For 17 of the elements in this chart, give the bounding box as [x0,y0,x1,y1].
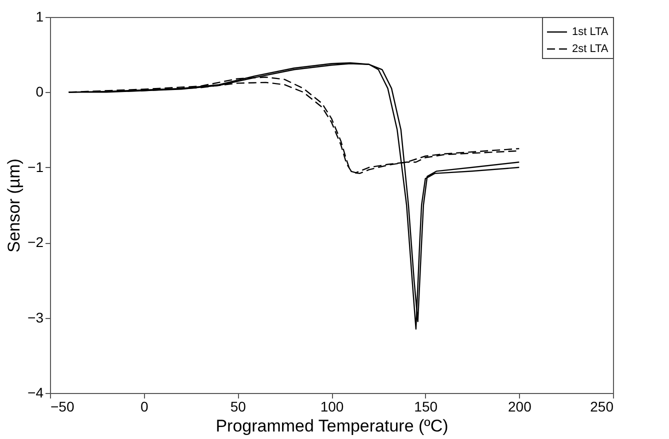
x-tick-label: 0 [140,398,148,414]
x-axis-title: Programmed Temperature (ºC) [216,416,448,436]
x-tick-label: 50 [230,398,246,414]
y-tick-label: 1 [36,8,44,24]
y-axis-title: Sensor (µm) [4,158,24,252]
legend-label: 2st LTA [572,43,609,55]
y-tick-label: −1 [28,158,44,175]
x-tick-label: 250 [590,398,614,414]
x-tick-label: 150 [414,398,438,414]
x-tick-label: 200 [508,398,532,414]
y-tick-label: −3 [28,309,44,326]
x-tick-label: 100 [320,398,344,414]
x-tick-label: −50 [50,398,74,414]
y-tick-label: −4 [28,384,44,400]
y-tick-label: −2 [28,234,44,250]
legend-label: 1st LTA [572,26,609,38]
y-tick-label: 0 [36,84,44,100]
